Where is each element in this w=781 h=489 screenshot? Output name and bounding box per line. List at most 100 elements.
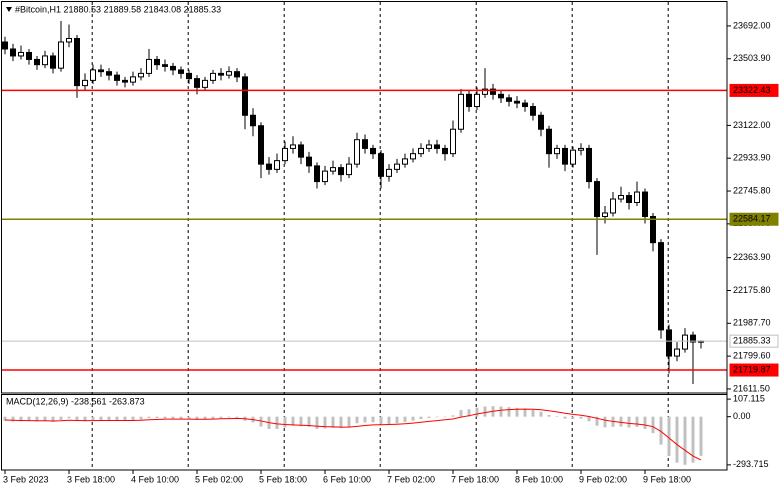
candle-body: [34, 58, 40, 66]
candle-body: [210, 72, 216, 81]
macd-bar: [283, 416, 287, 428]
macd-bar: [667, 416, 671, 457]
macd-bar: [35, 416, 39, 422]
macd-bar: [387, 416, 391, 425]
x-tick-label: 9 Feb 02:00: [579, 474, 627, 484]
candle-body: [146, 58, 152, 74]
x-tick-label: 4 Feb 10:00: [131, 474, 179, 484]
macd-bar: [43, 416, 47, 422]
candle-body: [58, 41, 64, 69]
candle-body: [202, 79, 208, 88]
macd-bar: [659, 416, 663, 445]
candle-body: [402, 158, 408, 165]
candle-body: [26, 51, 32, 60]
macd-bar: [603, 416, 607, 428]
candle-body: [218, 72, 224, 76]
macd-bar: [179, 416, 183, 419]
macd-bar: [139, 416, 143, 420]
candle-body: [490, 88, 496, 95]
y-tick-label: 21799.60: [733, 351, 771, 361]
candle-body: [66, 38, 72, 43]
candle-body: [474, 93, 480, 108]
candle-body: [530, 106, 536, 116]
candle-body: [586, 147, 592, 183]
macd-bar: [587, 416, 591, 422]
macd-bar: [355, 416, 359, 424]
candle-body: [74, 38, 80, 87]
candle-body: [442, 147, 448, 155]
candle-body: [674, 348, 680, 357]
macd-bar: [27, 416, 31, 421]
candle-body: [170, 65, 176, 71]
macd-bar: [571, 416, 575, 419]
x-tick-label: 9 Feb 18:00: [643, 474, 691, 484]
macd-bar: [579, 416, 583, 419]
macd-bar: [235, 416, 239, 418]
y-tick-label: -293.715: [733, 459, 769, 469]
macd-bar: [523, 408, 527, 417]
macd-bar: [643, 416, 647, 429]
y-tick-label: 0.00: [733, 411, 751, 421]
candle-body: [514, 100, 520, 104]
candle-body: [426, 144, 432, 149]
macd-bar: [131, 416, 135, 421]
macd-bar: [75, 416, 79, 421]
candle-body: [602, 212, 608, 217]
macd-bar: [675, 416, 679, 463]
x-tick-label: 7 Feb 02:00: [387, 474, 435, 484]
macd-bar: [443, 416, 447, 418]
macd-bar: [515, 407, 519, 417]
price-level-label: 21885.33: [733, 336, 771, 346]
candle-body: [386, 168, 392, 177]
candle-body: [258, 125, 264, 165]
candle-body: [2, 41, 8, 50]
candle-body: [314, 165, 320, 183]
y-tick-label: 23122.00: [733, 120, 771, 130]
macd-bar: [115, 416, 119, 421]
macd-title: MACD(12,26,9) -238.561 -263.873: [6, 396, 145, 406]
candle-body: [626, 195, 632, 204]
candle-body: [370, 147, 376, 155]
candle-body: [162, 64, 168, 67]
candle-body: [250, 114, 256, 127]
price-level-box: [729, 363, 779, 377]
macd-bar: [451, 415, 455, 417]
candle-body: [394, 163, 400, 170]
candle-body: [618, 195, 624, 200]
macd-bar: [259, 416, 263, 427]
candle-body: [50, 55, 56, 69]
candle-body: [338, 167, 344, 176]
candle-body: [418, 147, 424, 155]
candle-body: [178, 69, 184, 74]
candle-body: [450, 128, 456, 155]
macd-bar: [51, 416, 55, 422]
macd-bar: [691, 416, 695, 463]
macd-bar: [315, 416, 319, 429]
macd-bar: [163, 416, 167, 419]
x-tick-label: 5 Feb 02:00: [195, 474, 243, 484]
macd-bar: [379, 416, 383, 425]
candle-body: [290, 144, 296, 149]
macd-bar: [123, 416, 127, 421]
y-tick-label: 107.115: [733, 393, 765, 403]
candle-body: [658, 242, 664, 331]
macd-bar: [59, 416, 63, 420]
candle-body: [154, 58, 160, 66]
macd-bar: [459, 410, 463, 417]
candle-body: [642, 191, 648, 217]
macd-bar: [555, 416, 559, 417]
candle-body: [186, 72, 192, 80]
macd-bar: [107, 416, 111, 421]
candle-body: [562, 147, 568, 165]
candle-body: [610, 198, 616, 214]
macd-bar: [11, 416, 15, 422]
macd-bar: [91, 416, 95, 421]
candle-body: [42, 55, 48, 66]
macd-bar: [227, 416, 231, 418]
macd-bar: [187, 416, 191, 420]
y-tick-label: 21611.50: [733, 383, 770, 393]
macd-bar: [635, 416, 639, 427]
macd-bar: [683, 416, 687, 465]
